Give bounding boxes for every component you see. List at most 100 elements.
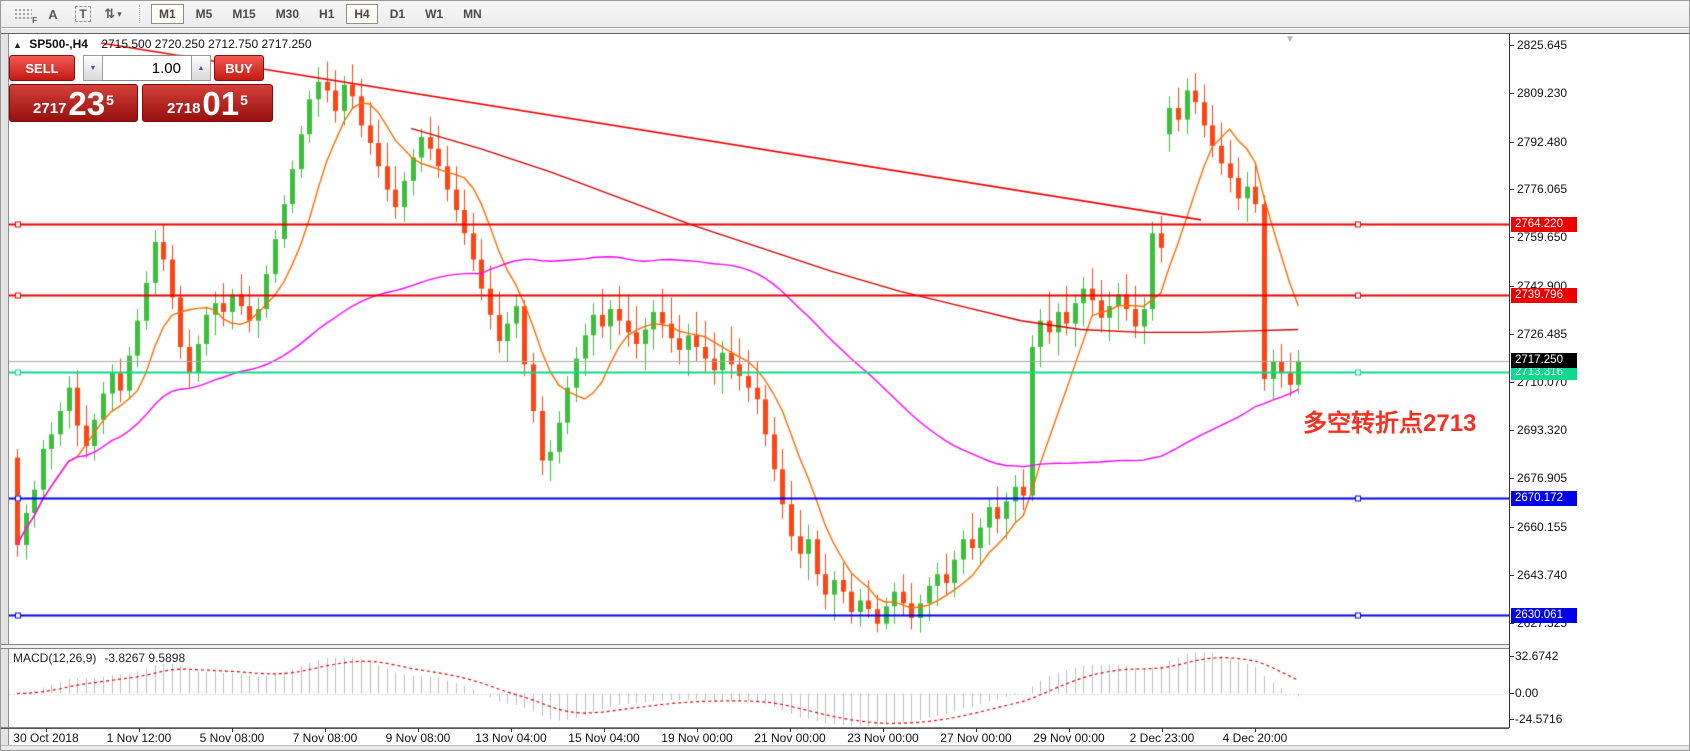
buy-price-big: 01	[202, 85, 240, 122]
timeframe-button-H4[interactable]: H4	[346, 4, 378, 24]
time-axis-tick	[418, 728, 419, 732]
time-axis-tick	[1069, 728, 1070, 732]
price-level-badge: 2630.061	[1511, 607, 1577, 623]
macd-values: -3.8267 9.5898	[104, 651, 186, 665]
time-axis-label: 5 Nov 08:00	[199, 731, 265, 745]
price-axis-label: 2759.650	[1517, 230, 1568, 245]
macd-name: MACD(12,26,9)	[13, 651, 97, 665]
chart-annotation-text[interactable]: 多空转折点2713	[1303, 410, 1477, 437]
macd-axis-label: 0.00	[1515, 686, 1539, 700]
ohlc-values: 2715.500 2720.250 2712.750 2717.250	[101, 37, 312, 51]
time-axis-label: 9 Nov 08:00	[385, 731, 451, 745]
price-axis-tick	[1509, 574, 1514, 576]
time-axis-label: 15 Nov 04:00	[568, 731, 640, 745]
dropdown-caret-icon: ▾	[117, 8, 122, 19]
sell-price-display[interactable]: 2717 23 5	[9, 84, 138, 122]
toolbar-divider	[1, 29, 1689, 34]
timeframe-button-M5[interactable]: M5	[188, 4, 221, 24]
time-axis-tick	[1255, 728, 1256, 732]
time-axis-tick	[883, 728, 884, 732]
price-axis-tick	[1509, 381, 1514, 383]
price-axis-tick	[1509, 527, 1514, 529]
macd-indicator-canvas[interactable]	[9, 649, 1509, 727]
time-axis-label: 27 Nov 00:00	[940, 731, 1012, 745]
price-axis-label: 2726.485	[1517, 326, 1568, 341]
price-axis-label: 2676.905	[1517, 471, 1568, 486]
cursor-mode-icon[interactable]: ⇅ ▾	[101, 3, 125, 25]
price-axis-label: 2660.155	[1517, 520, 1568, 535]
price-axis-tick	[1509, 92, 1514, 94]
time-axis-tick	[325, 728, 326, 732]
chart-grid-icon[interactable]: F	[11, 3, 37, 25]
time-axis-tick	[604, 728, 605, 732]
price-axis-label: 2792.480	[1517, 134, 1568, 149]
macd-axis-label: 32.6742	[1515, 649, 1559, 663]
timeframe-button-H1[interactable]: H1	[311, 4, 342, 24]
price-level-badge: 2670.172	[1511, 490, 1577, 506]
macd-indicator-label: MACD(12,26,9) -3.8267 9.5898	[13, 651, 185, 665]
buy-button[interactable]: BUY	[214, 55, 264, 81]
buy-price-sup: 5	[240, 92, 248, 108]
time-axis-tick	[46, 728, 47, 732]
bid-price-badge: 2717.250	[1511, 352, 1577, 368]
sell-price-prefix: 2717	[33, 100, 67, 117]
price-axis-tick	[1509, 286, 1514, 288]
text-label-icon: T	[75, 6, 91, 22]
volume-increase-button[interactable]: ▲	[191, 55, 211, 81]
macd-axis-label: -24.5716	[1515, 712, 1563, 726]
timeframe-button-M15[interactable]: M15	[224, 4, 263, 24]
time-axis-tick	[232, 728, 233, 732]
time-axis-label: 19 Nov 00:00	[661, 731, 733, 745]
volume-input[interactable]	[103, 55, 191, 81]
macd-pane-border	[1, 727, 1509, 728]
timeframe-button-M1[interactable]: M1	[151, 4, 184, 24]
time-axis-tick	[139, 728, 140, 732]
indicator-pane-divider[interactable]	[1, 644, 1509, 649]
volume-decrease-button[interactable]: ▼	[83, 55, 103, 81]
price-axis-border	[1509, 34, 1510, 728]
price-axis-tick	[1509, 189, 1514, 191]
chart-grid-icon: F	[14, 7, 37, 25]
time-axis-label: 13 Nov 04:00	[475, 731, 547, 745]
macd-axis-tick	[1509, 656, 1514, 657]
buy-price-display[interactable]: 2718 01 5	[142, 84, 273, 122]
symbol-name: SP500-,H4	[29, 37, 88, 51]
sell-price-big: 23	[68, 85, 106, 122]
price-level-badge: 2764.220	[1511, 216, 1577, 232]
macd-axis-tick	[1509, 693, 1514, 694]
price-chart-canvas[interactable]	[9, 34, 1509, 645]
price-axis-tick	[1509, 333, 1514, 335]
cursor-mode-icon: ⇅	[104, 6, 116, 21]
time-axis-tick	[511, 728, 512, 732]
text-label-icon[interactable]: T	[71, 3, 95, 25]
time-axis-label: 2 Dec 23:00	[1129, 731, 1195, 745]
text-annotation-icon[interactable]: A	[48, 6, 58, 22]
price-level-badge: 2739.796	[1511, 288, 1577, 304]
price-axis-tick	[1509, 478, 1514, 480]
price-axis-label: 2693.320	[1517, 423, 1568, 438]
toolbar-separator	[139, 5, 141, 23]
timeframe-button-M30[interactable]: M30	[268, 4, 307, 24]
time-axis-tick	[976, 728, 977, 732]
chart-toolbar: F A T ⇅ ▾ M1 M5 M15 M30 H1 H4 D1 W1 MN	[1, 1, 1689, 28]
timeframe-button-D1[interactable]: D1	[382, 4, 413, 24]
time-axis-label: 7 Nov 08:00	[292, 731, 358, 745]
time-axis-tick	[1162, 728, 1163, 732]
price-level-badge: 2713.316	[1511, 365, 1577, 381]
timeframe-button-W1[interactable]: W1	[417, 4, 451, 24]
price-axis-tick	[1509, 622, 1514, 624]
symbol-quote-line: ▲ SP500-,H4 2715.500 2720.250 2712.750 2…	[13, 37, 312, 51]
sell-price-sup: 5	[106, 92, 114, 108]
timeframe-button-MN[interactable]: MN	[455, 4, 490, 24]
time-axis-label: 30 Oct 2018	[13, 731, 79, 745]
price-axis-tick	[1509, 141, 1514, 143]
price-axis-label: 2776.065	[1517, 182, 1568, 197]
sell-button[interactable]: SELL	[9, 55, 75, 81]
symbol-collapse-icon[interactable]: ▲	[13, 40, 22, 50]
buy-price-prefix: 2718	[167, 100, 201, 117]
time-axis-label: 23 Nov 00:00	[847, 731, 919, 745]
window-left-edge	[1, 34, 9, 750]
scroll-to-end-icon[interactable]: ▼	[1285, 34, 1295, 45]
